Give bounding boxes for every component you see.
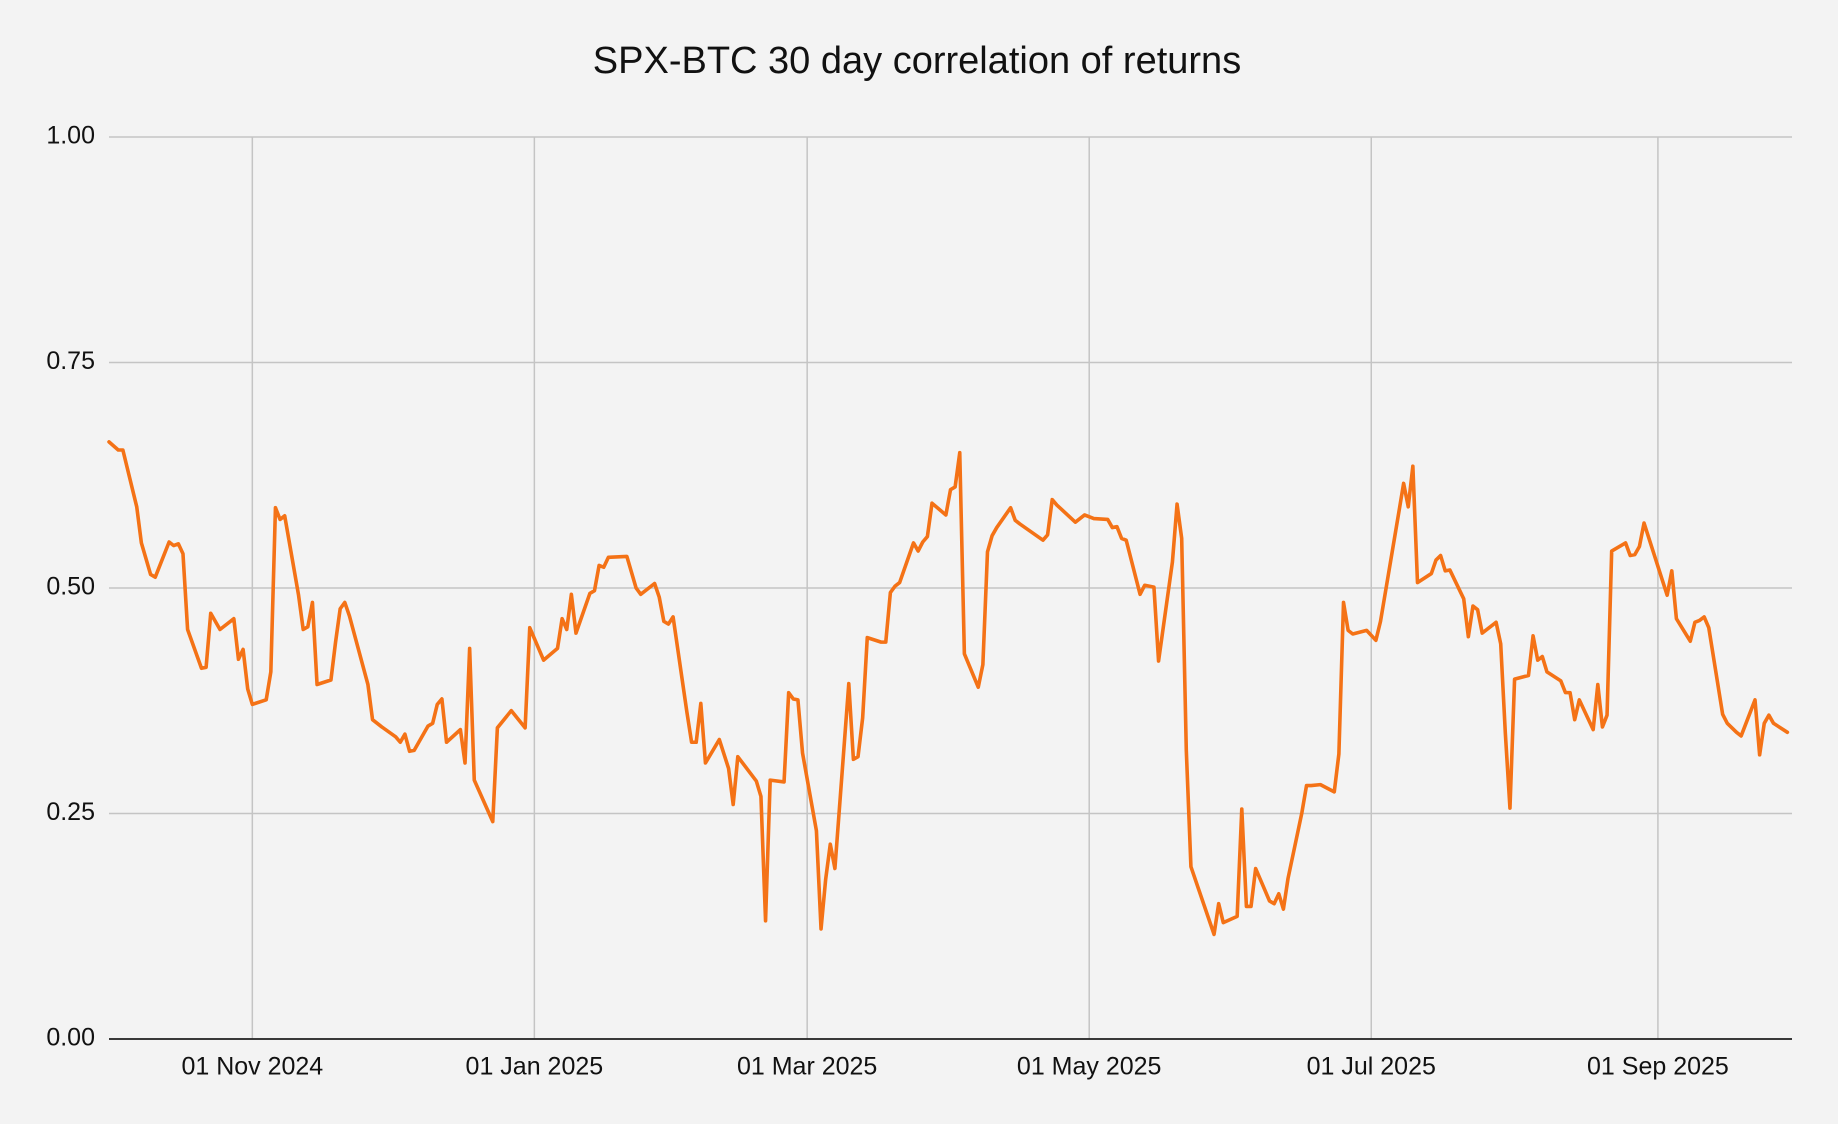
x-tick-label: 01 Mar 2025 xyxy=(737,1053,877,1081)
x-tick-label: 01 Jan 2025 xyxy=(466,1053,604,1081)
x-tick-label: 01 Nov 2024 xyxy=(181,1053,323,1081)
x-tick-label: 01 Jul 2025 xyxy=(1307,1053,1436,1081)
y-tick-label: 0.75 xyxy=(46,347,95,375)
y-tick-label: 0.25 xyxy=(46,798,95,826)
x-tick-label: 01 May 2025 xyxy=(1017,1053,1162,1081)
y-tick-label: 0.50 xyxy=(46,573,95,601)
x-tick-label: 01 Sep 2025 xyxy=(1587,1053,1729,1081)
data-line xyxy=(107,440,1790,937)
y-tick-label: 0.00 xyxy=(46,1024,95,1052)
y-tick-label: 1.00 xyxy=(46,122,95,150)
chart-title: SPX-BTC 30 day correlation of returns xyxy=(593,40,1241,82)
